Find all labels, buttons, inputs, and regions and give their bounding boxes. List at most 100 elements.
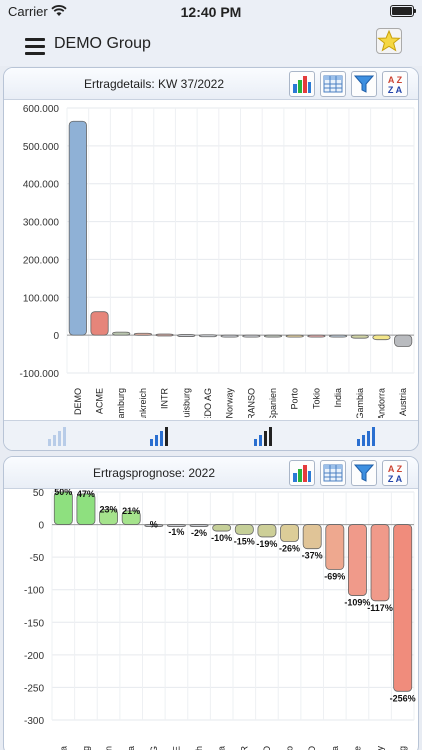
bar [68,120,87,336]
x-tick-label: Frankreich [138,388,148,418]
x-tick-label: Hamburg [116,388,126,418]
panel-header: Ertragdetails: KW 37/2022 A Z Z A [4,68,418,100]
nav-bar: DEMO Group [0,24,422,66]
panel-title: Ertragdetails: KW 37/2022 [83,77,225,91]
y-tick-label: 0 [38,521,44,532]
bar-chart-icon [293,76,311,93]
data-label: -109% [344,598,370,608]
funnel-filter-icon [353,464,375,482]
chart-type-button-2[interactable] [147,423,173,449]
bar [189,524,209,527]
signal-bars-icon [48,427,66,446]
status-bar: Carrier 12:40 PM [0,0,422,24]
filter-button[interactable] [351,460,377,486]
bar [90,311,109,336]
bar [325,524,345,570]
data-label: -15% [234,536,255,546]
bar [76,493,96,525]
data-label: -19% [256,539,277,549]
carrier-label: Carrier [8,4,48,19]
x-tick-label: Porto [290,388,300,410]
bar [112,331,131,336]
chart-view-button[interactable] [289,71,315,97]
bar [121,510,141,525]
bar [329,334,348,338]
y-tick-label: 600.000 [23,104,60,115]
sort-button[interactable]: A Z Z A [382,460,408,486]
revenue-details-chart: -100.000 0 100.000 200.000 300.000 400.000 500… [20,104,415,418]
data-label: -69% [324,572,345,582]
x-tick-label: India [333,388,343,408]
bar [257,524,277,538]
y-tick-label: -100.000 [20,369,60,380]
data-label: 50% [54,489,72,497]
bar [133,332,152,336]
svg-text:A Z: A Z [388,464,403,474]
data-label: -256% [390,693,416,703]
data-label: -117% [367,603,393,613]
svg-text:A Z: A Z [388,75,403,85]
chart-view-button[interactable] [289,460,315,486]
bar [177,334,196,337]
data-label: % [150,520,158,530]
favorite-button[interactable] [376,28,402,54]
bar [242,334,261,338]
bar [144,524,164,527]
x-tick-label: INTR [160,388,170,409]
svg-text:Z A: Z A [388,85,403,95]
x-tick-label: O [307,746,317,750]
page-title: DEMO Group [54,35,151,52]
x-tick-label: EDO AG [203,388,213,418]
data-label: 21% [122,506,140,516]
sort-button[interactable]: A Z Z A [382,71,408,97]
table-icon [323,75,343,93]
x-tick-label: Austria [398,388,408,416]
bar [372,334,391,341]
data-label: -26% [279,544,300,554]
y-tick-label: -200 [24,651,44,662]
chart-type-button-3[interactable] [251,423,277,449]
bar [370,524,390,602]
x-tick-label: Norway [225,388,235,418]
y-tick-label: -300 [24,716,44,727]
panel-title: Ertragsprognose: 2022 [92,466,216,480]
table-view-button[interactable] [320,460,346,486]
hamburger-menu-icon[interactable] [25,38,45,55]
chart-type-button-1[interactable] [45,423,71,449]
battery-icon [390,5,416,17]
table-view-button[interactable] [320,71,346,97]
chart-type-button-4[interactable] [354,423,380,449]
data-label: -1% [168,527,184,537]
bar [166,524,186,527]
bar [53,491,73,525]
x-tick-label: e [352,746,362,750]
y-tick-label: -250 [24,683,44,694]
x-tick-label: TRANSO [246,388,256,418]
bar [302,524,322,550]
revenue-forecast-panel: Ertragsprognose: 2022 A Z Z A [3,456,419,750]
bar [393,524,413,692]
x-tick-label: g [398,746,408,750]
clock: 12:40 PM [180,4,242,20]
filter-button[interactable] [351,71,377,97]
bar [263,334,283,338]
bar [198,334,218,338]
panel-header: Ertragsprognose: 2022 A Z Z A [4,457,418,489]
y-tick-label: 200.000 [23,255,60,266]
x-tick-label: g [81,746,91,750]
x-tick-label: DEMO [73,388,83,415]
x-tick-label: o [285,746,295,750]
bar [307,334,326,338]
bar [394,334,413,347]
x-tick-label: Tokio [311,388,321,409]
data-label: -10% [211,533,232,543]
data-label: -2% [191,528,207,538]
table-icon [323,464,343,482]
revenue-forecast-chart: -300 -250 -200 -150 -100 -50 0 50 50% a 47% g 23% n 21… [24,489,416,750]
bar [220,334,239,338]
star-icon [377,29,401,52]
chart-type-toolbar [4,420,418,450]
x-tick-label: a [58,746,68,750]
y-tick-label: 50 [33,489,45,499]
x-tick-label: y [375,746,385,750]
